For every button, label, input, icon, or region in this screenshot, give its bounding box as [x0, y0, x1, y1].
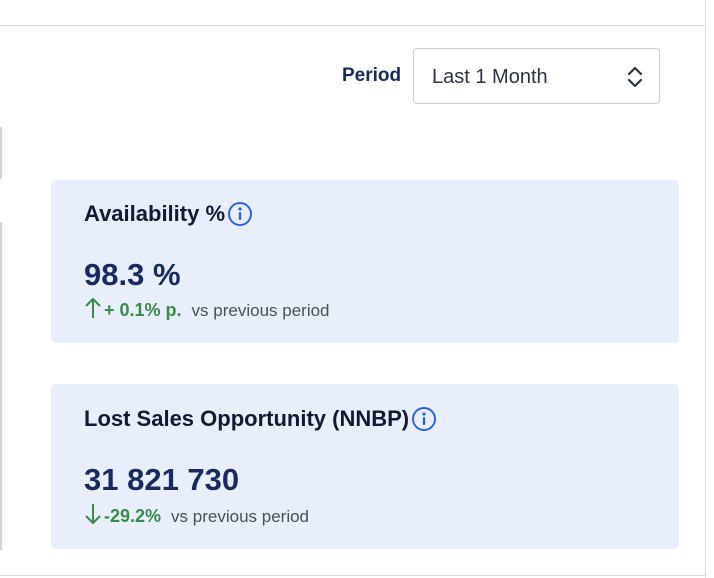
period-label: Period	[342, 65, 402, 86]
card-value: 31 821 730	[84, 462, 240, 497]
card-value: 98.3 %	[84, 257, 181, 292]
card-title-text: Lost Sales Opportunity (NNBP)	[84, 406, 410, 431]
left-edge-segment	[0, 127, 2, 179]
kpi-card-availability: Availability % 98.3 % + 0.1% p. vs previo…	[51, 180, 679, 343]
card-title-text: Availability %	[84, 201, 226, 226]
top-divider	[0, 25, 706, 26]
trend-delta: + 0.1% p.	[104, 300, 182, 320]
right-divider	[705, 0, 706, 578]
trend-row: + 0.1% p. vs previous period	[84, 296, 330, 321]
trend-comparison: vs previous period	[171, 507, 310, 526]
arrow-up-icon	[85, 298, 101, 318]
trend-row: -29.2% vs previous period	[84, 502, 309, 527]
bottom-divider	[0, 575, 706, 576]
kpi-card-lost-sales: Lost Sales Opportunity (NNBP) 31 821 730…	[51, 384, 679, 549]
info-circle-icon[interactable]	[227, 201, 253, 227]
chevron-up-down-icon	[627, 66, 643, 88]
card-title: Availability %	[84, 201, 253, 227]
trend-delta: -29.2%	[104, 506, 162, 526]
arrow-down-icon	[85, 504, 101, 524]
left-edge-segment	[0, 222, 2, 550]
period-select[interactable]: Last 1 Month	[413, 48, 660, 104]
info-circle-icon[interactable]	[411, 406, 437, 432]
card-title: Lost Sales Opportunity (NNBP)	[84, 406, 437, 432]
trend-comparison: vs previous period	[191, 301, 330, 320]
period-selected-value: Last 1 Month	[432, 66, 548, 88]
